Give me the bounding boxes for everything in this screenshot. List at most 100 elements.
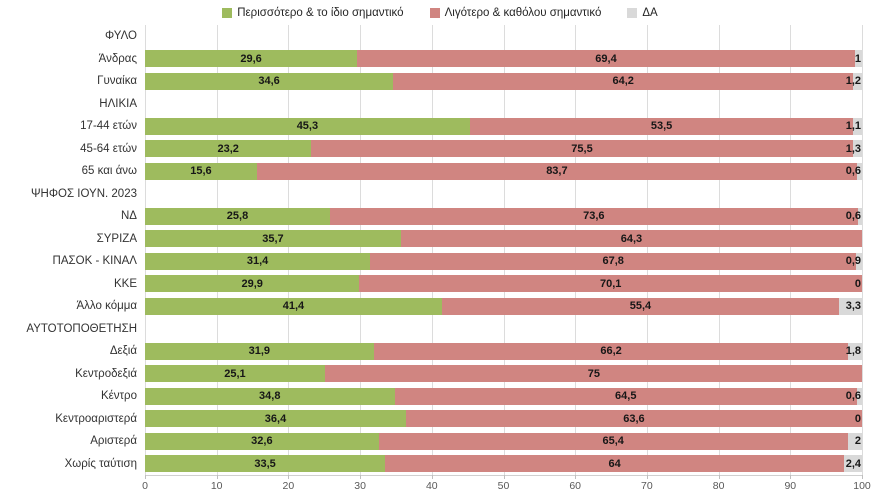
stacked-bar: 29,9 70,1 0 <box>145 275 862 293</box>
bar-segment-red: 75 <box>324 365 862 383</box>
category-label: Κεντροαριστερά <box>55 412 137 425</box>
stacked-bar: 45,3 53,5 1,1 <box>145 117 862 135</box>
x-axis-tick-label: 30 <box>354 480 366 492</box>
value-label-da: 1,1 <box>845 120 861 133</box>
x-axis-tick <box>575 475 577 479</box>
bar-segment-green: 15,6 <box>145 162 257 180</box>
bar-segment-red: 70,1 <box>359 275 862 293</box>
value-label-green: 29,6 <box>240 52 262 65</box>
value-label-red: 64,2 <box>612 75 634 88</box>
group-header-row: ΦΥΛΟ <box>0 25 880 48</box>
value-label-red: 75 <box>587 367 600 380</box>
legend: Περισσότερο & το ίδιο σημαντικό Λιγότερο … <box>0 0 880 25</box>
x-axis-tick-label: 60 <box>569 480 582 492</box>
stacked-bar: 34,6 64,2 1,2 <box>145 72 862 90</box>
value-label-da: 0,6 <box>845 210 861 223</box>
bar-segment-gray <box>854 50 862 68</box>
bar-segment-red: 55,4 <box>441 297 840 315</box>
value-label-red: 53,5 <box>650 120 673 133</box>
bar-segment-gray <box>856 387 862 405</box>
bar-segment-green: 45,3 <box>145 117 470 135</box>
legend-label: ΔΑ <box>642 6 658 19</box>
bar-segment-red: 64,2 <box>393 72 854 90</box>
category-label: Δεξιά <box>109 345 137 358</box>
bar-segment-red: 66,2 <box>373 342 849 360</box>
x-axis-tick-label: 50 <box>497 480 510 492</box>
category-label: Χωρίς ταύτιση <box>64 457 137 470</box>
bar-segment-gray <box>848 342 862 360</box>
legend-swatch-red-icon <box>429 7 440 18</box>
bar-segment-green: 31,9 <box>145 342 374 360</box>
value-label-green: 31,4 <box>246 255 269 268</box>
value-label-da: 1,8 <box>845 345 861 358</box>
category-label: ΠΑΣΟΚ - ΚΙΝΑΛ <box>52 255 137 268</box>
stacked-bar: 25,1 75 <box>145 365 862 383</box>
legend-item-green: Περισσότερο & το ίδιο σημαντικό <box>222 7 404 19</box>
value-label-red: 67,8 <box>602 255 624 268</box>
bar-row: Κέντρο 34,8 64,5 0,6 <box>0 385 880 408</box>
bar-segment-green: 31,4 <box>145 252 371 270</box>
value-label-da: 2,4 <box>845 457 861 470</box>
bar-segment-red: 64,5 <box>394 387 857 405</box>
value-label-red: 55,4 <box>629 300 652 313</box>
x-axis-tick <box>145 475 146 479</box>
bar-segment-green: 23,2 <box>145 140 312 158</box>
category-label: ΚΚΕ <box>113 277 137 290</box>
x-axis: 0 10 20 30 40 50 60 70 80 90 100 <box>142 475 871 495</box>
bar-row: ΚΚΕ 29,9 70,1 0 <box>0 273 880 296</box>
x-axis-tick <box>360 475 362 479</box>
x-axis-tick <box>216 475 218 479</box>
x-axis-tick <box>862 475 863 479</box>
category-label: Κεντροδεξιά <box>75 367 137 380</box>
stacked-bar: 31,4 67,8 0,9 <box>145 252 862 270</box>
value-label-da: 2 <box>854 435 861 448</box>
stacked-bar: 36,4 63,6 0 <box>145 410 862 428</box>
bar-segment-green: 41,4 <box>145 297 442 315</box>
bar-segment-green: 36,4 <box>145 410 406 428</box>
bar-row: Δεξιά 31,9 66,2 1,8 <box>0 340 880 363</box>
value-label-green: 29,9 <box>241 277 263 290</box>
value-label-red: 73,6 <box>583 210 605 223</box>
x-axis-tick <box>718 475 720 479</box>
bar-segment-red: 69,4 <box>357 50 855 68</box>
value-label-red: 63,6 <box>623 412 645 425</box>
group-header-row: ΑΥΤΟΤΟΠΟΘΕΤΗΣΗ <box>0 318 880 341</box>
x-axis-tick-label: 10 <box>210 480 223 492</box>
legend-swatch-da-icon <box>627 7 638 18</box>
chart-rows: ΦΥΛΟ Άνδρας 29,6 69,4 1 Γυναίκα 34,6 64,2 1,2 ΗΛΙ… <box>0 25 880 475</box>
bar-segment-red: 73,6 <box>329 207 858 225</box>
value-label-da: 0,6 <box>845 165 861 178</box>
stacked-bar: 41,4 55,4 3,3 <box>145 297 862 315</box>
value-label-green: 36,4 <box>264 412 287 425</box>
value-label-green: 32,6 <box>251 435 273 448</box>
value-label-green: 33,5 <box>254 457 276 470</box>
x-axis-tick <box>646 475 648 479</box>
value-label-red: 69,4 <box>595 52 617 65</box>
bar-row: Χωρίς ταύτιση 33,5 64 2,4 <box>0 453 880 476</box>
value-label-green: 34,8 <box>259 390 281 403</box>
stacked-bar: 31,9 66,2 1,8 <box>145 342 862 360</box>
bar-row: Άλλο κόμμα 41,4 55,4 3,3 <box>0 295 880 318</box>
value-label-red: 75,5 <box>571 142 593 155</box>
value-label-green: 34,6 <box>258 75 280 88</box>
bar-segment-red: 64 <box>385 455 845 473</box>
value-label-green: 25,1 <box>224 367 246 380</box>
legend-label: Λιγότερο & καθόλου σημαντικό <box>444 6 602 19</box>
group-header-label: ΗΛΙΚΙΑ <box>99 97 137 110</box>
legend-item-red: Λιγότερο & καθόλου σημαντικό <box>429 6 602 19</box>
category-label: ΣΥΡΙΖΑ <box>96 232 137 245</box>
bar-segment-green: 29,6 <box>145 50 358 68</box>
value-label-da: 3,3 <box>845 300 861 313</box>
bar-segment-gray <box>839 297 862 315</box>
bar-row: 65 και άνω 15,6 83,7 0,6 <box>0 160 880 183</box>
bar-segment-red: 63,6 <box>405 410 862 428</box>
value-label-green: 31,9 <box>248 345 271 358</box>
bar-row: Αριστερά 32,6 65,4 2 <box>0 430 880 453</box>
x-axis-tick <box>790 475 792 479</box>
bar-segment-green: 32,6 <box>145 432 379 450</box>
bar-segment-green: 25,8 <box>145 207 330 225</box>
bar-row: Γυναίκα 34,6 64,2 1,2 <box>0 70 880 93</box>
bar-row: Κεντροαριστερά 36,4 63,6 0 <box>0 408 880 431</box>
bar-segment-red: 64,3 <box>400 230 862 248</box>
legend-swatch-green-icon <box>222 7 233 18</box>
